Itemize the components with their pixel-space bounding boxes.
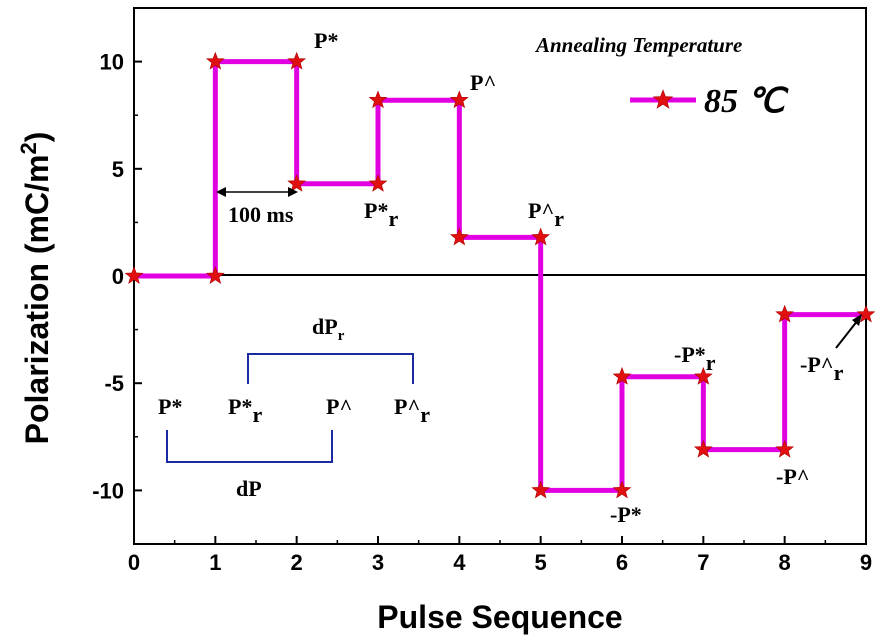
data-point-star [612,480,632,499]
y-axis-title-exp: 2 [16,142,41,154]
label-p-star-r: P*r [364,198,398,231]
label-neg-p-star: -P* [610,502,642,527]
data-point-star [693,366,713,385]
x-tick-label: 3 [372,550,384,575]
label-p-hat-r-main: P^ [528,198,554,223]
label-p-star-r-main: P* [364,198,388,223]
label-neg-p-star-r: -P*r [674,342,716,375]
diagram-p-hat-r-sub: r [420,402,430,427]
y-tick-label: 0 [112,264,124,289]
data-point-star [775,439,795,458]
x-tick-label: 1 [209,550,221,575]
y-axis-title-close: ) [19,132,55,143]
diagram-dpr-sub: r [338,328,345,344]
diagram-dpr-label: dPr [312,314,345,344]
diagram-dp-label: dP [236,476,262,501]
diagram-p-hat-r: P^r [394,394,430,427]
data-point-star [775,304,795,323]
y-axis-title-main: Polarization (mC/m [19,155,55,445]
legend-series-label: 85 ℃ [704,83,790,120]
diagram-p-hat: P^ [326,394,352,419]
data-point-star [368,90,388,109]
pulse-width-marker: 100 ms [216,187,298,227]
data-point-star [612,366,632,385]
diagram-p-star-r-main: P* [228,394,252,419]
data-point-star [531,480,551,499]
pulse-width-arrowhead-right [288,187,298,197]
label-neg-p-hat-r-main: -P^ [800,352,834,377]
diagram-p-hat-r-main: P^ [394,394,420,419]
legend-title: Annealing Temperature [534,33,742,57]
neg-p-hat-r-pointer-head [852,314,862,326]
x-tick-label: 5 [535,550,547,575]
y-tick-label: 10 [100,50,124,75]
data-point-star [856,304,876,323]
y-axis-ticks: 10 5 0 -5 -10 [92,50,142,503]
dp-bracket [166,430,333,463]
y-axis-title: Polarization (mC/m2) [16,132,55,445]
label-neg-p-hat: -P^ [776,464,810,489]
data-point-star [205,266,225,284]
x-axis-title: Pulse Sequence [377,599,622,635]
x-tick-label: 7 [697,550,709,575]
diagram-p-star: P* [158,394,182,419]
neg-p-hat-r-pointer [835,319,859,349]
data-point-star [287,51,307,70]
data-point-star [287,173,307,192]
label-neg-p-star-r-sub: r [706,350,716,375]
x-tick-label: 6 [616,550,628,575]
label-p-hat: P^ [470,70,496,95]
label-neg-p-star-r-main: -P* [674,342,706,367]
label-p-star-r-sub: r [388,206,398,231]
x-tick-label: 2 [291,550,303,575]
diagram-p-star-r: P*r [228,394,262,427]
label-p-star: P* [314,28,338,53]
diagram-p-star-r-sub: r [252,402,262,427]
y-tick-label: 5 [112,157,124,182]
difference-diagram: dPr P* P*r P^ P^r dP [158,314,430,501]
pulse-width-arrowhead-left [216,187,226,197]
label-p-hat-r: P^r [528,198,564,231]
legend: Annealing Temperature 85 ℃ [534,33,790,120]
dpr-bracket [247,353,414,384]
pulse-width-label: 100 ms [228,202,294,227]
x-tick-label: 8 [779,550,791,575]
series-layer [124,51,876,499]
x-tick-label: 9 [860,550,872,575]
label-neg-p-hat-r: -P^r [800,352,844,385]
diagram-dpr-main: dP [312,314,338,339]
legend-star-marker [652,89,674,109]
y-tick-label: -10 [92,478,124,503]
x-axis-ticks: 0 1 2 3 4 5 6 7 8 9 [128,536,872,575]
y-tick-label: -5 [104,371,124,396]
data-point-star [449,227,469,246]
legend-star-icon [652,89,674,109]
label-p-hat-r-sub: r [554,206,564,231]
data-point-star [531,227,551,246]
label-neg-p-hat-r-sub: r [834,360,844,385]
data-point-star [449,90,469,109]
data-point-star [124,266,144,284]
series-line [134,59,866,493]
x-tick-label: 0 [128,550,140,575]
data-point-star [368,173,388,192]
x-tick-label: 4 [453,550,466,575]
data-point-star [205,51,225,70]
data-point-star [693,439,713,458]
